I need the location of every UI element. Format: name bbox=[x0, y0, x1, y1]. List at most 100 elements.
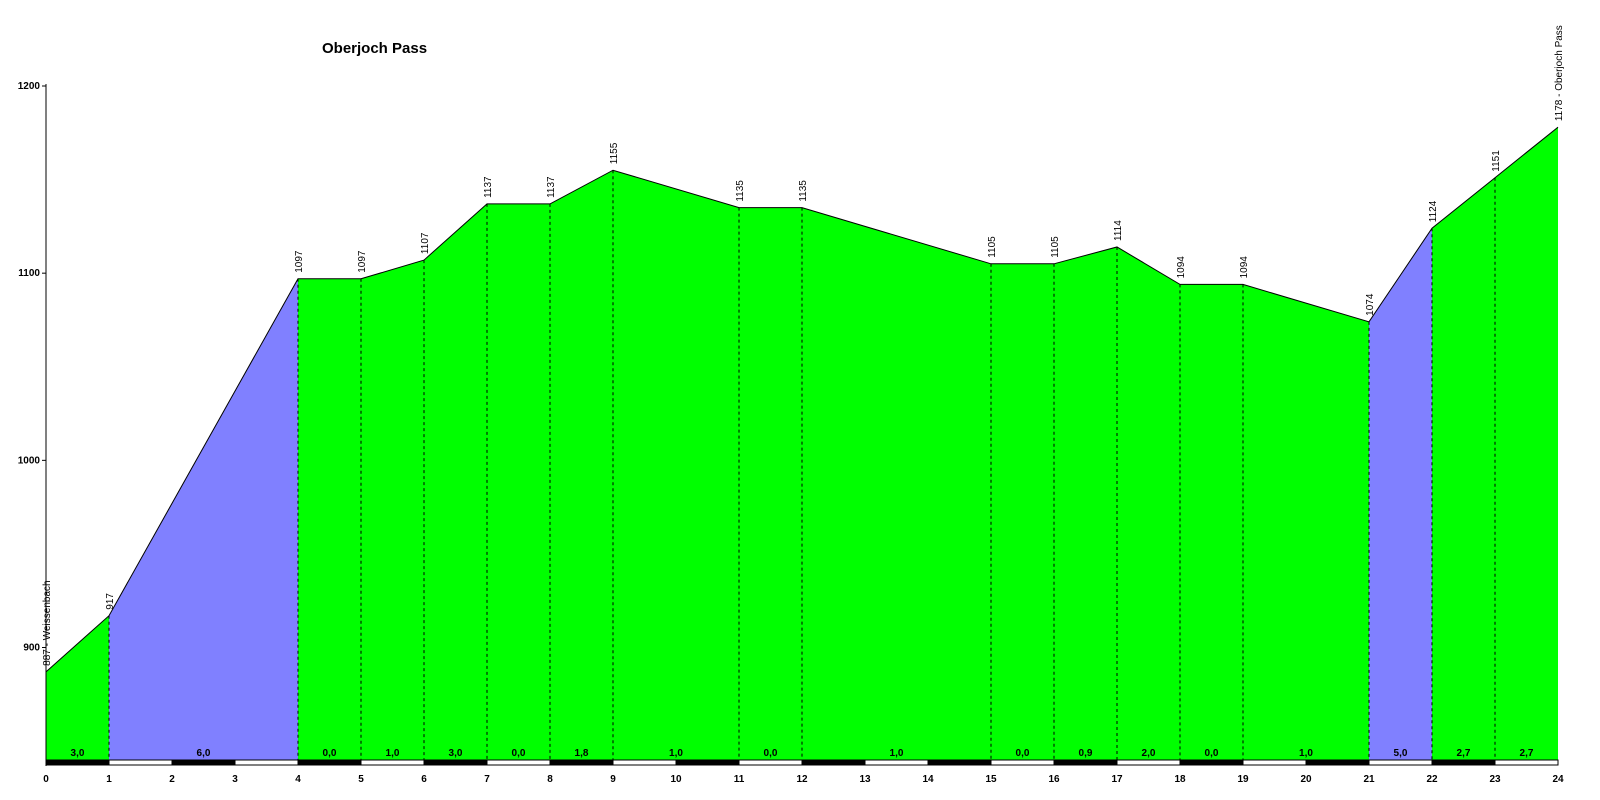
grade-label: 1,0 bbox=[386, 748, 400, 759]
y-tick-label: 900 bbox=[23, 643, 40, 654]
x-tick-label: 18 bbox=[1174, 774, 1186, 785]
segment-area bbox=[1369, 228, 1432, 760]
elevation-label: 1135 bbox=[798, 180, 809, 202]
grade-label: 0,9 bbox=[1079, 748, 1093, 759]
segment-area bbox=[991, 263, 1054, 760]
elevation-label: 1135 bbox=[735, 180, 746, 202]
grade-label: 1,8 bbox=[575, 748, 589, 759]
x-tick-label: 4 bbox=[295, 774, 301, 785]
x-tick-label: 3 bbox=[232, 774, 238, 785]
segment-area bbox=[361, 260, 424, 760]
km-bar bbox=[801, 759, 866, 766]
elevation-label: 1124 bbox=[1428, 200, 1439, 222]
y-tick-label: 1100 bbox=[18, 268, 40, 279]
grade-label: 1,0 bbox=[1299, 748, 1313, 759]
segment-area bbox=[1180, 284, 1243, 760]
x-tick-label: 12 bbox=[796, 774, 808, 785]
km-bar bbox=[1116, 759, 1181, 766]
elevation-label: 1178 - Oberjoch Pass bbox=[1554, 25, 1565, 121]
elevation-label: 1074 bbox=[1365, 293, 1376, 316]
x-tick-label: 14 bbox=[922, 774, 934, 785]
km-bar bbox=[45, 759, 110, 766]
grade-label: 0,0 bbox=[764, 748, 778, 759]
x-tick-label: 7 bbox=[484, 774, 490, 785]
segment-area bbox=[613, 170, 739, 760]
km-bar bbox=[738, 759, 803, 766]
grade-label: 0,0 bbox=[323, 748, 337, 759]
grade-label: 2,0 bbox=[1142, 748, 1156, 759]
elevation-label: 1155 bbox=[609, 142, 620, 164]
km-bar bbox=[990, 759, 1055, 766]
km-bar bbox=[864, 759, 929, 766]
x-tick-label: 10 bbox=[670, 774, 682, 785]
grade-label: 3,0 bbox=[449, 748, 463, 759]
x-tick-label: 16 bbox=[1048, 774, 1060, 785]
chart-title: Oberjoch Pass bbox=[322, 40, 428, 57]
km-bar bbox=[549, 759, 614, 766]
grade-label: 0,0 bbox=[1205, 748, 1219, 759]
segment-area bbox=[109, 278, 298, 760]
elevation-label: 1114 bbox=[1113, 220, 1124, 241]
grade-label: 5,0 bbox=[1394, 748, 1408, 759]
x-tick-label: 13 bbox=[859, 774, 871, 785]
grade-label: 0,0 bbox=[1016, 748, 1030, 759]
elevation-label: 917 bbox=[105, 593, 116, 610]
segment-area bbox=[1054, 246, 1117, 761]
x-tick-label: 17 bbox=[1111, 774, 1123, 785]
segment-area bbox=[298, 278, 361, 760]
km-bar bbox=[612, 759, 677, 766]
segment-area bbox=[46, 615, 109, 760]
km-bar bbox=[234, 759, 299, 766]
km-bar bbox=[297, 759, 362, 766]
elevation-label: 1107 bbox=[420, 232, 431, 254]
x-tick-label: 9 bbox=[610, 774, 616, 785]
x-tick-label: 15 bbox=[985, 774, 997, 785]
km-bar bbox=[108, 759, 173, 766]
x-tick-label: 6 bbox=[421, 774, 427, 785]
elevation-label: 1137 bbox=[483, 176, 494, 198]
km-bar bbox=[1242, 759, 1307, 766]
x-tick-label: 22 bbox=[1426, 774, 1438, 785]
x-tick-label: 23 bbox=[1489, 774, 1501, 785]
km-bar bbox=[1305, 759, 1370, 766]
x-tick-label: 19 bbox=[1237, 774, 1249, 785]
grade-label: 6,0 bbox=[197, 748, 211, 759]
elevation-label: 1151 bbox=[1491, 150, 1502, 172]
segment-area bbox=[487, 203, 550, 760]
grade-label: 1,0 bbox=[669, 748, 683, 759]
km-bar bbox=[1368, 759, 1433, 766]
y-tick-label: 1200 bbox=[18, 81, 41, 92]
elevation-label: 1097 bbox=[357, 250, 368, 273]
km-bar bbox=[1053, 759, 1118, 766]
elevation-label: 1105 bbox=[1050, 236, 1061, 258]
segment-area bbox=[1432, 177, 1495, 760]
km-bar bbox=[927, 759, 992, 766]
x-tick-label: 21 bbox=[1363, 774, 1375, 785]
y-tick-label: 1000 bbox=[18, 455, 41, 466]
km-bar bbox=[1431, 759, 1496, 766]
segment-area bbox=[1495, 127, 1558, 761]
x-tick-label: 8 bbox=[547, 774, 553, 785]
grade-label: 0,0 bbox=[512, 748, 526, 759]
grade-label: 3,0 bbox=[71, 748, 85, 759]
elevation-label: 1094 bbox=[1239, 256, 1250, 279]
elevation-label: 1105 bbox=[987, 236, 998, 258]
segment-area bbox=[739, 207, 802, 760]
segment-area bbox=[550, 170, 613, 760]
km-bar bbox=[360, 759, 425, 766]
km-bar bbox=[171, 759, 236, 766]
segment-area bbox=[1243, 284, 1369, 760]
km-bar bbox=[1179, 759, 1244, 766]
elevation-label: 887 - Weissenbach bbox=[42, 580, 53, 665]
km-bar bbox=[1494, 759, 1559, 766]
x-tick-label: 5 bbox=[358, 774, 364, 785]
km-bar bbox=[423, 759, 488, 766]
grade-label: 1,0 bbox=[890, 748, 904, 759]
x-tick-label: 24 bbox=[1552, 774, 1564, 785]
grade-label: 2,7 bbox=[1457, 748, 1471, 759]
x-tick-label: 0 bbox=[43, 774, 49, 785]
elevation-label: 1137 bbox=[546, 176, 557, 198]
grade-label: 2,7 bbox=[1520, 748, 1534, 759]
segment-area bbox=[1117, 246, 1180, 761]
